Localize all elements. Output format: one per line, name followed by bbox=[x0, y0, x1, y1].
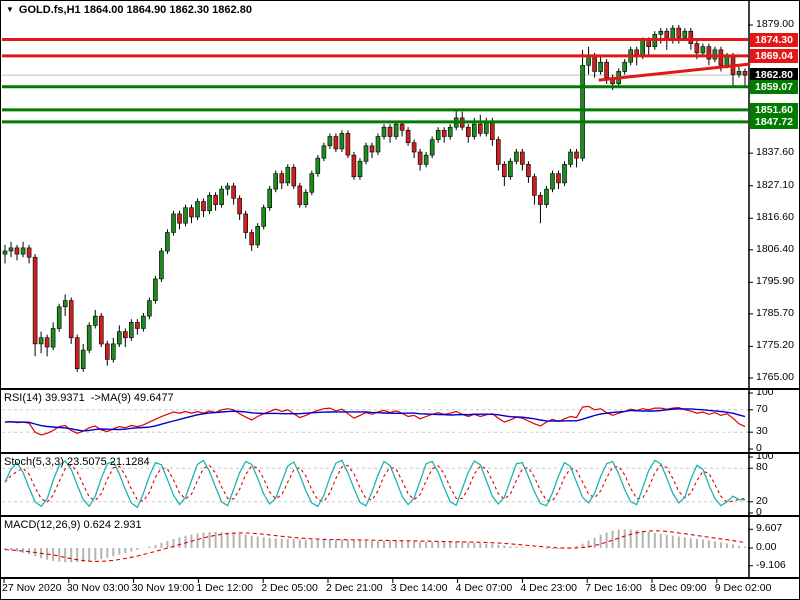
price-axis-label: 1827.10 bbox=[756, 178, 794, 191]
price-axis-label: 1816.60 bbox=[756, 211, 794, 224]
time-axis-label: 2 Dec 05:00 bbox=[261, 582, 318, 594]
price-axis-label: 1795.90 bbox=[756, 275, 794, 288]
stoch-main-line bbox=[4, 459, 746, 509]
price-axis-label: 1765.00 bbox=[756, 371, 794, 383]
chart-title: ▼ GOLD.fs,H1 1864.00 1864.90 1862.30 1862… bbox=[6, 4, 252, 16]
rsi-indicator-label: RSI(14) 39.9371 ->MA(9) 49.6477 bbox=[4, 392, 174, 404]
symbol-period-label: GOLD.fs,H1 bbox=[18, 4, 81, 16]
time-axis-label: 4 Dec 07:00 bbox=[455, 582, 513, 594]
price-badge: 1862.80 bbox=[750, 68, 798, 82]
macd-indicator-label: MACD(12,26,9) 0.624 2.931 bbox=[4, 519, 142, 531]
price-axis-label: 1837.60 bbox=[756, 146, 794, 159]
macd-histogram bbox=[4, 529, 746, 563]
price-badge: 1869.04 bbox=[750, 49, 798, 63]
rsi-axis-label: 100 bbox=[756, 386, 774, 398]
stoch-signal-line bbox=[4, 464, 746, 504]
price-axis-label: 1785.70 bbox=[756, 306, 794, 319]
macd-axis-label: 9.607 bbox=[756, 522, 783, 535]
time-axis-label: 1 Dec 12:00 bbox=[196, 582, 254, 594]
time-axis-label: 30 Nov 19:00 bbox=[131, 582, 195, 594]
time-axis-label: 9 Dec 02:00 bbox=[714, 582, 772, 594]
rsi-ma-line bbox=[4, 408, 746, 432]
time-axis-label: 8 Dec 09:00 bbox=[650, 582, 707, 594]
ohlc-quotes-label: 1864.00 1864.90 1862.30 1862.80 bbox=[83, 4, 252, 16]
rsi-axis-label: 70 bbox=[756, 402, 768, 415]
time-axis-label: 4 Dec 23:00 bbox=[520, 582, 578, 594]
rsi-axis-label: 0 bbox=[756, 442, 762, 454]
stoch-axis-label: 20 bbox=[756, 494, 768, 507]
price-badge: 1859.07 bbox=[750, 80, 798, 94]
price-badge: 1874.30 bbox=[750, 33, 798, 47]
price-axis-label: 1775.20 bbox=[756, 339, 794, 352]
stoch-axis-label: 100 bbox=[756, 450, 774, 462]
panel-separator bbox=[0, 515, 800, 517]
panel-separator bbox=[0, 388, 800, 390]
time-axis-label: 7 Dec 16:00 bbox=[585, 582, 642, 594]
price-axis-label: 1879.00 bbox=[756, 18, 794, 30]
time-axis-label: 3 Dec 14:00 bbox=[390, 582, 448, 594]
trendline[interactable] bbox=[598, 62, 751, 82]
price-badge: 1847.72 bbox=[750, 115, 798, 129]
price-badge: 1851.60 bbox=[750, 103, 798, 117]
panel-separator bbox=[0, 452, 800, 454]
symbol-dropdown-icon[interactable]: ▼ bbox=[6, 5, 14, 14]
panel-separator bbox=[0, 577, 800, 579]
macd-axis-label: -9.106 bbox=[756, 558, 786, 571]
stoch-axis-label: 0 bbox=[756, 506, 762, 518]
stoch-indicator-label: Stoch(5,3,3) 23.5075 21.1284 bbox=[4, 456, 150, 468]
macd-axis-label: 0.00 bbox=[756, 541, 777, 553]
candles-layer bbox=[2, 25, 748, 372]
stoch-axis-label: 80 bbox=[756, 461, 768, 474]
rsi-axis-label: 30 bbox=[756, 425, 768, 438]
macd-signal-line bbox=[4, 530, 746, 562]
price-axis-label: 1806.40 bbox=[756, 242, 794, 255]
time-axis-label: 2 Dec 21:00 bbox=[326, 582, 383, 594]
time-axis-label: 27 Nov 2020 bbox=[2, 582, 62, 594]
time-axis-label: 30 Nov 03:00 bbox=[66, 582, 130, 594]
